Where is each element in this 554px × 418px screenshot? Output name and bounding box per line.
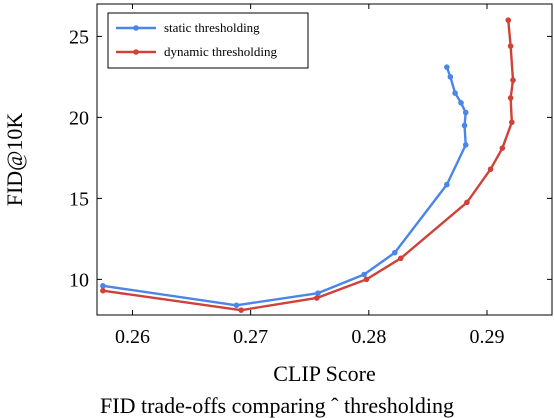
- tick-labels-layer: 0.26 0.27 0.28 0.29 10 15 20 25: [69, 26, 505, 348]
- y-axis-title: FID@10K: [2, 113, 27, 207]
- data-point: [462, 142, 469, 148]
- legend-swatch-marker: [133, 49, 139, 55]
- data-point: [444, 181, 450, 188]
- data-point: [507, 95, 514, 101]
- y-tick-label: 15: [69, 188, 89, 210]
- data-point: [458, 100, 464, 106]
- data-point: [447, 74, 454, 80]
- data-point: [505, 17, 512, 23]
- legend-label: dynamic thresholding: [164, 44, 278, 59]
- data-point: [361, 271, 367, 278]
- data-point: [507, 43, 514, 49]
- data-point: [464, 199, 470, 206]
- figure-caption: FID trade-offs comparing ˆ thresholding: [100, 394, 454, 418]
- data-point: [392, 249, 398, 256]
- legend: static thresholding dynamic thresholding: [107, 12, 309, 69]
- legend-label: static thresholding: [164, 20, 260, 35]
- data-point: [238, 307, 244, 313]
- x-tick-label: 0.27: [233, 326, 268, 348]
- data-point: [233, 302, 240, 309]
- legend-swatch-marker: [133, 25, 139, 31]
- series-static-thresholding: [100, 64, 469, 309]
- y-tick-label: 10: [69, 269, 89, 291]
- data-point: [499, 145, 506, 151]
- legend-box: [107, 12, 309, 69]
- data-point: [315, 290, 321, 296]
- x-tick-label: 0.26: [115, 326, 150, 348]
- data-point: [487, 166, 494, 173]
- data-point: [509, 119, 515, 126]
- series-line: [102, 66, 467, 307]
- tick-marks-layer: [97, 4, 552, 315]
- x-axis-title: CLIP Score: [273, 361, 375, 386]
- y-tick-label: 25: [69, 26, 89, 48]
- x-tick-label: 0.29: [470, 326, 505, 348]
- plot-frame: [96, 3, 553, 316]
- chart: 0.26 0.27 0.28 0.29 10 15 20 25 CLIP Score FID@…: [2, 3, 553, 386]
- data-point: [444, 64, 450, 70]
- data-point: [462, 109, 469, 116]
- data-point: [452, 90, 458, 96]
- data-point: [100, 287, 106, 294]
- data-point: [397, 255, 404, 262]
- data-point: [461, 122, 468, 129]
- series-dynamic-thresholding: [100, 17, 516, 313]
- data-point: [314, 295, 320, 301]
- data-point: [363, 276, 370, 283]
- data-point: [510, 77, 516, 83]
- x-tick-label: 0.28: [351, 326, 386, 348]
- data-point: [100, 283, 106, 289]
- series-layer: [100, 17, 516, 313]
- y-tick-label: 20: [69, 107, 89, 129]
